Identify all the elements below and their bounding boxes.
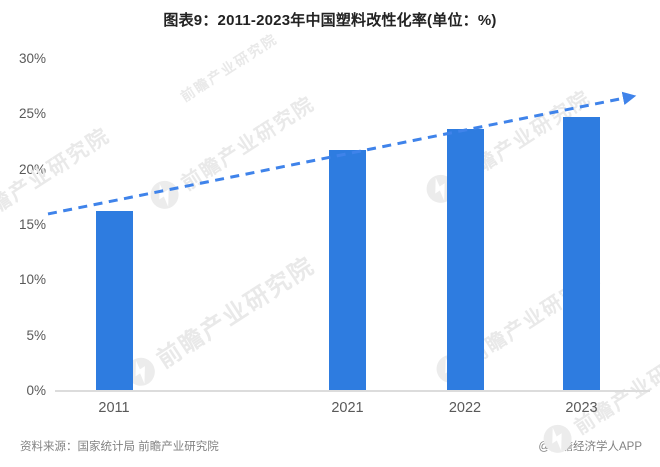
chart-title: 图表9：2011-2023年中国塑料改性化率(单位：%): [163, 12, 497, 29]
bar-2023: [563, 116, 600, 391]
y-axis-tick-label: 15%: [18, 217, 46, 232]
source-note: 资料来源：国家统计局 前瞻产业研究院: [20, 441, 219, 453]
watermark-text: 前瞻产业研究院: [177, 30, 281, 105]
footer: 资料来源：国家统计局 前瞻产业研究院 @前瞻经济学人APP: [0, 438, 660, 458]
x-axis-label: 2011: [98, 400, 130, 416]
watermark: 前瞻产业研究院: [144, 87, 320, 216]
watermark: 前瞻产业研究院: [118, 246, 320, 394]
watermark: 前瞻产业研究院: [177, 29, 282, 107]
y-axis-tick-label: 5%: [26, 327, 46, 343]
x-axis-label: 2022: [448, 400, 482, 416]
bar-2021: [329, 149, 366, 391]
bar-2022: [446, 128, 484, 391]
x-axis-label: 2023: [565, 400, 598, 416]
y-axis-tick-label: 30%: [18, 51, 46, 66]
qianzhan-logo-icon: [150, 180, 179, 209]
watermark-text: 前瞻产业研究院: [152, 251, 320, 374]
x-axis-label: 2021: [331, 400, 364, 416]
watermark-text: 前瞻产业研究院: [177, 92, 319, 195]
y-axis-tick-label: 25%: [18, 106, 46, 122]
x-axis-line: [55, 390, 650, 392]
bar-2011: [95, 210, 133, 391]
y-axis-tick-label: 0%: [26, 383, 46, 398]
y-axis-tick-label: 10%: [18, 272, 46, 288]
app-credit: @前瞻经济学人APP: [538, 441, 642, 453]
y-axis-tick-label: 20%: [18, 161, 46, 177]
